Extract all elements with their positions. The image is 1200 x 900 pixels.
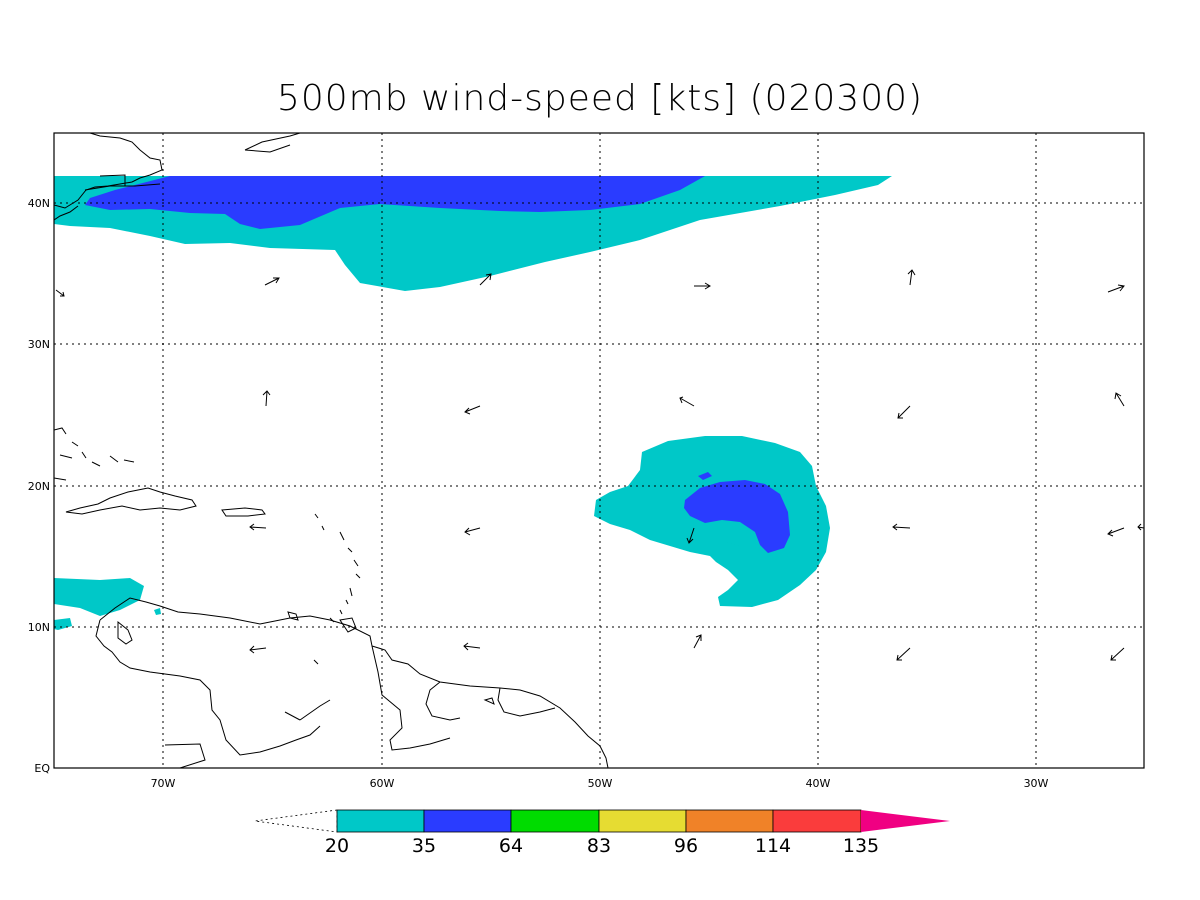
plot-area [54, 133, 892, 768]
wind-arrow [249, 523, 267, 531]
colorbar-bin [685, 809, 774, 833]
wind-arrow [907, 269, 916, 286]
colorbar-tick: 114 [755, 835, 791, 857]
latitude-labels: 40N 30N 20N 10N EQ [28, 197, 51, 775]
wind-arrow [1107, 284, 1125, 293]
cyclone-fleck [698, 472, 712, 480]
wind-arrow [464, 405, 481, 415]
wind-arrow [686, 527, 695, 544]
wind-arrow [679, 396, 695, 407]
colorbar-tick: 35 [412, 835, 436, 857]
wind-arrow [463, 642, 481, 651]
colorbar-high-triangle [861, 810, 950, 832]
wind-arrow [464, 527, 481, 536]
wind-arrow [1137, 523, 1145, 531]
colorbar-tick: 64 [499, 835, 523, 857]
colorbar-tick: 20 [325, 835, 349, 857]
wind-arrow [264, 277, 280, 286]
cyclone-shade-dark [684, 480, 790, 553]
lat-label: 10N [28, 621, 50, 634]
gridlines [54, 133, 1144, 768]
map-title: 500mb wind-speed [kts] (020300) [276, 78, 924, 119]
lon-label: 60W [370, 777, 395, 790]
colorbar-bin [336, 809, 425, 833]
colorbar-tick: 96 [674, 835, 698, 857]
colorbar-bin [772, 809, 862, 833]
wind-arrow [694, 282, 711, 290]
wind-arrow [892, 523, 911, 531]
wind-arrow [896, 647, 911, 661]
plot-frame [53, 132, 1145, 769]
lon-label: 50W [588, 777, 613, 790]
wind-arrow [249, 645, 267, 654]
wind-arrow [1114, 392, 1125, 407]
cyclone-notch [716, 528, 750, 546]
wind-arrow [1110, 647, 1125, 661]
jet-band-dark [85, 176, 705, 229]
lat-label: 30N [28, 338, 50, 351]
colorbar-bin [598, 809, 687, 833]
wind-arrow [262, 390, 271, 407]
lat-label: 40N [28, 197, 50, 210]
lon-label: 40W [806, 777, 831, 790]
colorbar-low-triangle [254, 809, 338, 833]
longitude-labels: 70W 60W 50W 40W 30W [151, 777, 1049, 790]
colorbar-tick: 135 [843, 835, 879, 857]
colorbar-bin [423, 809, 512, 833]
wind-arrow [1107, 527, 1125, 537]
lon-label: 70W [151, 777, 176, 790]
caribbean-shade [54, 578, 161, 630]
colorbar: 20 35 64 83 96 114 135 [254, 809, 950, 857]
wind-vectors [55, 269, 1145, 661]
coastlines [54, 133, 609, 768]
wind-arrow [55, 289, 65, 297]
colorbar-tick: 83 [587, 835, 611, 857]
wind-arrow [897, 405, 911, 419]
lat-label: EQ [34, 762, 50, 775]
lat-label: 20N [28, 480, 50, 493]
wind-arrow [693, 634, 702, 649]
colorbar-bin [510, 809, 600, 833]
wind-arrow [479, 273, 492, 286]
lon-label: 30W [1024, 777, 1049, 790]
